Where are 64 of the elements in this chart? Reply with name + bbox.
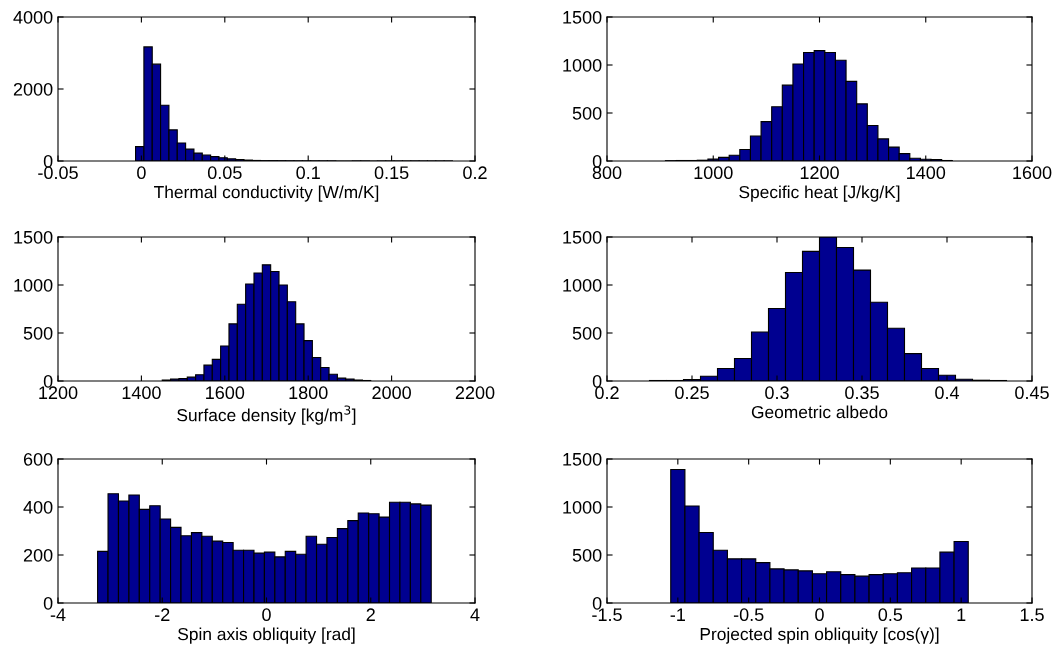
y-tick-label: 400 (23, 500, 53, 514)
y-tick-label: 0 (43, 154, 53, 168)
x-axis-title: Projected spin obliquity [cos(γ)] (700, 627, 939, 644)
y-tick-label: 500 (572, 326, 602, 340)
x-tick-label: -1.5 (592, 608, 622, 622)
x-tick-label: 4 (470, 608, 480, 621)
x-tick-label: 0.1 (296, 166, 320, 180)
y-tick-label: 1000 (14, 278, 53, 292)
x-tick-label: 1200 (800, 166, 839, 180)
y-tick-label: 1500 (563, 230, 602, 244)
x-tick-label: 0.15 (374, 166, 409, 180)
x-tick-label: 1200 (39, 386, 78, 400)
x-tick-label: -1 (670, 608, 685, 621)
x-axis-title: Geometric albedo (751, 405, 888, 419)
y-tick-label: 4000 (13, 10, 53, 24)
x-tick-label: 0 (262, 608, 271, 622)
y-tick-label: 0 (592, 596, 602, 610)
y-tick-label: 500 (572, 548, 602, 562)
x-axis-title: Thermal conductivity [W/m/K] (154, 185, 379, 202)
x-tick-label: -2 (155, 608, 170, 621)
x-tick-label: 800 (592, 166, 622, 180)
y-tick-label: 0 (43, 596, 53, 610)
x-tick-label: 0.3 (765, 386, 789, 400)
x-tick-label: 1000 (694, 166, 733, 180)
x-tick-label: 0 (815, 608, 824, 622)
y-tick-label: 0 (43, 374, 53, 388)
x-tick-label: 0.4 (935, 386, 960, 400)
y-tick-label: 0 (592, 374, 602, 388)
x-tick-label: -4 (50, 608, 66, 621)
y-tick-label: 0 (592, 154, 602, 168)
x-tick-label: 0.2 (595, 386, 619, 400)
x-tick-label: 1.5 (1020, 608, 1044, 622)
x-tick-label: 2200 (455, 386, 495, 400)
x-tick-label: 0.2 (463, 166, 487, 180)
x-tick-label: 1600 (1013, 166, 1052, 180)
x-tick-label: 0.5 (878, 608, 903, 622)
x-tick-label: 1800 (289, 386, 328, 400)
y-tick-label: 500 (23, 326, 53, 340)
x-axis-title: Specific heat [J/kg/K] (739, 185, 900, 202)
x-tick-label: 1600 (206, 386, 245, 400)
x-tick-label: 0.35 (845, 386, 879, 400)
y-tick-label: 500 (572, 106, 602, 120)
y-tick-label: 600 (23, 452, 53, 466)
y-tick-label: 1000 (563, 278, 602, 292)
x-axis-title: Spin axis obliquity [rad] (178, 627, 355, 644)
x-tick-label: 0.25 (675, 386, 709, 400)
x-tick-label: 1 (957, 608, 966, 621)
x-tick-label: 0.45 (1015, 386, 1049, 400)
y-tick-label: 1500 (563, 10, 602, 24)
x-tick-label: 2000 (372, 386, 411, 400)
y-tick-label: 1500 (14, 230, 53, 244)
y-tick-label: 2000 (13, 82, 53, 96)
y-tick-label: 200 (23, 548, 53, 562)
y-tick-label: 1000 (563, 500, 602, 514)
x-tick-label: 2 (366, 608, 375, 621)
x-tick-label: 1400 (907, 166, 946, 180)
x-tick-label: -0.05 (38, 166, 78, 180)
x-tick-label: 0 (137, 166, 146, 180)
x-tick-label: 0.05 (207, 166, 242, 180)
x-tick-label: 1400 (122, 386, 161, 400)
x-axis-title: Surface density [kg/m$^{3}$] (177, 405, 356, 425)
x-tick-label: -0.5 (733, 608, 764, 622)
y-tick-label: 1500 (563, 452, 602, 466)
y-tick-label: 1000 (563, 58, 602, 72)
